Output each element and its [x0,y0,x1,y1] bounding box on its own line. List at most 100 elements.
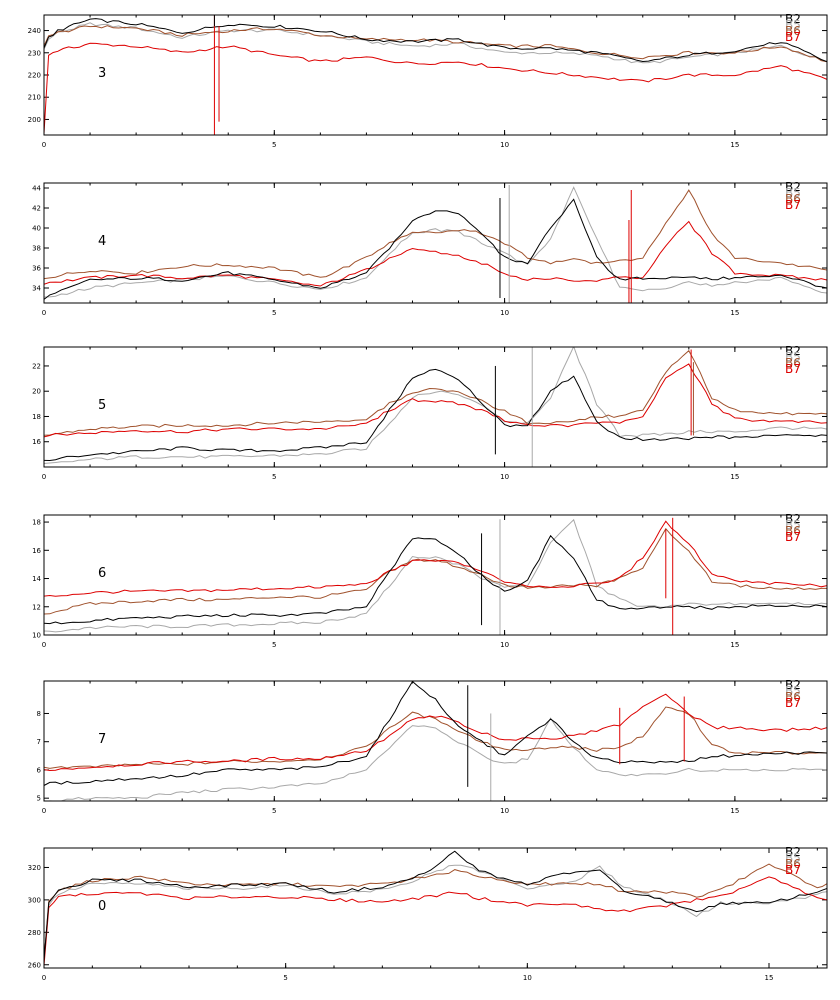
plot-frame [43,514,828,636]
series-line-b5 [44,347,827,464]
legend-label-b5: B5 [785,518,801,532]
legend-label-b6: B6 [785,524,801,538]
x-tick-label: 5 [272,807,276,815]
y-tick-label: 44 [32,185,41,193]
plot-frame [43,346,828,468]
series-line-b7 [44,363,827,438]
y-tick-label: 5 [37,795,41,803]
legend-label-b2: B2 [785,12,801,26]
x-tick-label: 10 [500,641,509,649]
y-tick-label: 36 [32,265,41,273]
y-tick-label: 14 [32,575,41,583]
x-tick-label: 10 [500,807,509,815]
panel-label: 0 [98,899,106,914]
legend-label-b2: B2 [785,180,801,194]
plot-frame [43,847,828,969]
x-tick-label: 0 [42,309,46,317]
series-line-b5 [44,22,827,64]
legend-label-b7: B7 [785,530,801,544]
legend-label-b2: B2 [785,678,801,692]
series-line-b6 [44,527,827,615]
series-line-b2 [44,18,827,63]
y-tick-label: 260 [28,961,41,969]
x-tick-label: 15 [730,473,739,481]
y-tick-label: 300 [28,896,41,904]
series-line-b5 [44,518,827,633]
y-tick-label: 12 [32,603,41,611]
legend-label-b5: B5 [785,186,801,200]
panel-label: 4 [98,234,106,249]
legend-label-b7: B7 [785,30,801,44]
y-tick-label: 22 [32,362,41,370]
y-tick-label: 8 [37,710,41,718]
legend-label-b7: B7 [785,362,801,376]
x-tick-label: 5 [272,309,276,317]
legend-label-b2: B2 [785,512,801,526]
legend-label-b6: B6 [785,192,801,206]
y-tick-label: 7 [37,738,41,746]
legend-label-b6: B6 [785,356,801,370]
series-line-b7 [44,220,827,287]
legend-label-b7: B7 [785,696,801,710]
legend-label-b7: B7 [785,863,801,877]
series-line-b5 [44,186,827,298]
y-tick-label: 240 [28,27,41,35]
y-tick-label: 10 [32,632,41,640]
series-line-b5 [44,717,827,801]
x-tick-label: 0 [42,641,46,649]
series-line-b2 [44,198,827,300]
series-line-b6 [44,706,827,769]
series-line-b7 [44,876,827,966]
y-tick-label: 40 [32,225,41,233]
y-tick-label: 210 [28,94,41,102]
legend-label-b2: B2 [785,344,801,358]
y-tick-label: 200 [28,116,41,124]
legend-label-b6: B6 [785,24,801,38]
legend-label-b5: B5 [785,851,801,865]
series-line-b2 [44,850,827,961]
y-tick-label: 38 [32,245,41,253]
x-tick-label: 5 [272,141,276,149]
plot-frame [43,182,828,304]
y-tick-label: 20 [32,388,41,396]
legend-label-b2: B2 [785,845,801,859]
x-tick-label: 15 [730,309,739,317]
y-tick-label: 18 [32,519,41,527]
x-tick-label: 15 [765,974,774,982]
panel-label: 6 [98,566,106,581]
series-line-b2 [44,681,827,786]
panel-label: 5 [98,398,106,413]
plot-frame [43,680,828,802]
y-tick-label: 320 [28,864,41,872]
x-tick-label: 5 [272,641,276,649]
y-tick-label: 16 [32,547,41,555]
panel-label: 7 [98,732,106,747]
x-tick-label: 10 [500,141,509,149]
series-line-b5 [44,864,827,961]
y-tick-label: 230 [28,49,41,57]
x-tick-label: 0 [42,974,46,982]
x-tick-label: 0 [42,807,46,815]
x-tick-label: 15 [730,807,739,815]
x-tick-label: 5 [283,974,287,982]
legend-label-b6: B6 [785,690,801,704]
x-tick-label: 10 [523,974,532,982]
legend-label-b6: B6 [785,857,801,871]
legend-label-b5: B5 [785,684,801,698]
plot-frame [43,14,828,136]
y-tick-label: 16 [32,438,41,446]
y-tick-label: 42 [32,205,41,213]
series-line-b6 [44,349,827,436]
series-line-b6 [44,189,827,280]
y-tick-label: 220 [28,72,41,80]
x-tick-label: 10 [500,473,509,481]
y-tick-label: 34 [32,285,41,293]
series-line-b7 [44,693,827,772]
